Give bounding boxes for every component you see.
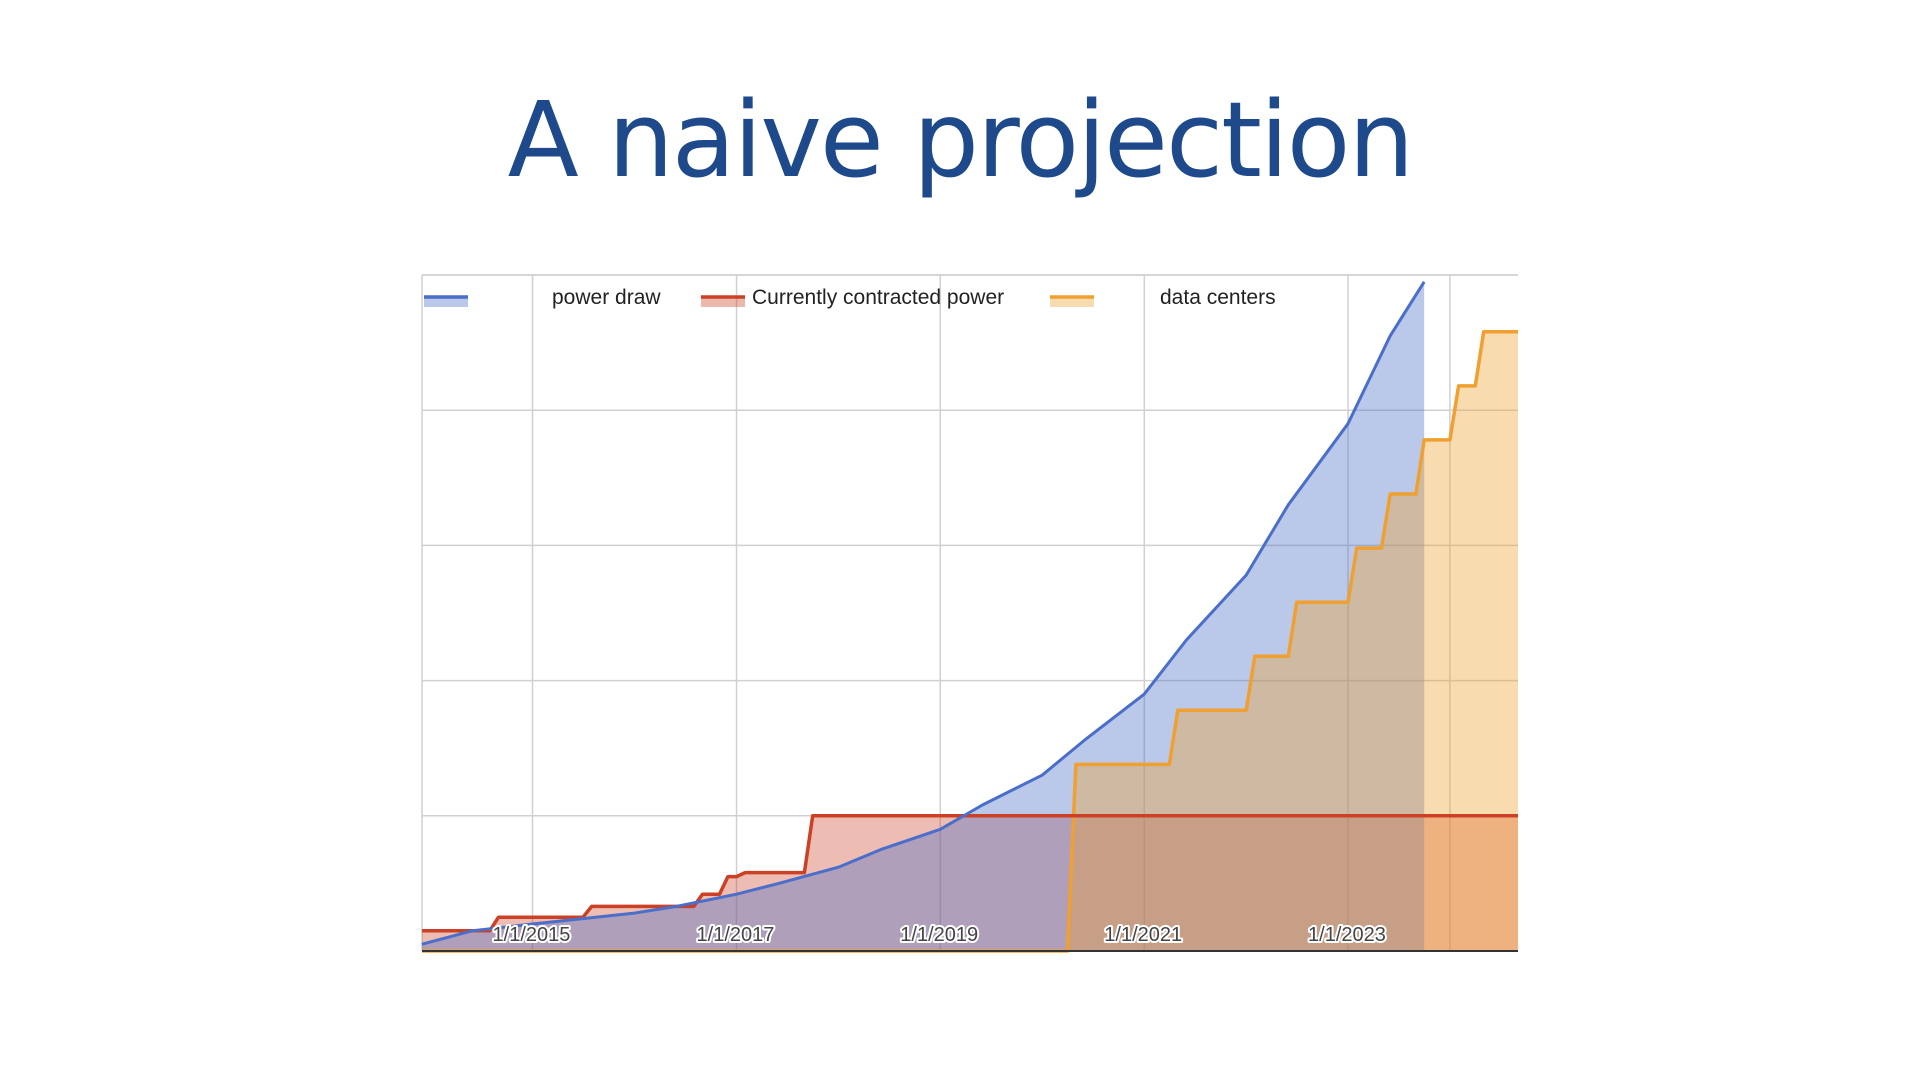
- x-tick-label: 1/1/2017: [697, 924, 775, 946]
- series-areas: [422, 281, 1518, 951]
- x-tick-label: 1/1/2019: [900, 924, 978, 946]
- currently-contracted-power-legend-label: Currently contracted power: [752, 286, 1004, 309]
- data-centers-line: [422, 330, 1518, 953]
- power-draw-legend-swatch: [424, 297, 468, 307]
- x-tick-label: 1/1/2015: [493, 924, 571, 946]
- x-tick-label: 1/1/2021: [1104, 924, 1182, 946]
- currently-contracted-power-line: [422, 814, 1518, 933]
- data-centers-legend-swatch: [1050, 297, 1094, 307]
- legend: power draw Currently contracted power data…: [424, 286, 1276, 309]
- grid: [421, 274, 1518, 951]
- slide-title: A naive projection: [507, 79, 1415, 201]
- power-draw-area: [422, 281, 1425, 951]
- power-draw-legend-label: power draw: [552, 286, 661, 309]
- currently-contracted-power-area: [422, 815, 1518, 951]
- x-tick-label: 1/1/2023: [1308, 924, 1386, 946]
- currently-contracted-power-legend-swatch: [701, 297, 745, 307]
- series-lines: [421, 281, 1518, 953]
- x-tick-labels: 1/1/2015 1/1/2017 1/1/2019 1/1/2021 1/1/2023: [491, 922, 1388, 948]
- data-centers-legend-label: data centers: [1160, 286, 1276, 309]
- data-centers-area: [422, 331, 1518, 951]
- power-draw-line: [421, 281, 1426, 946]
- plot-background: [422, 275, 1518, 951]
